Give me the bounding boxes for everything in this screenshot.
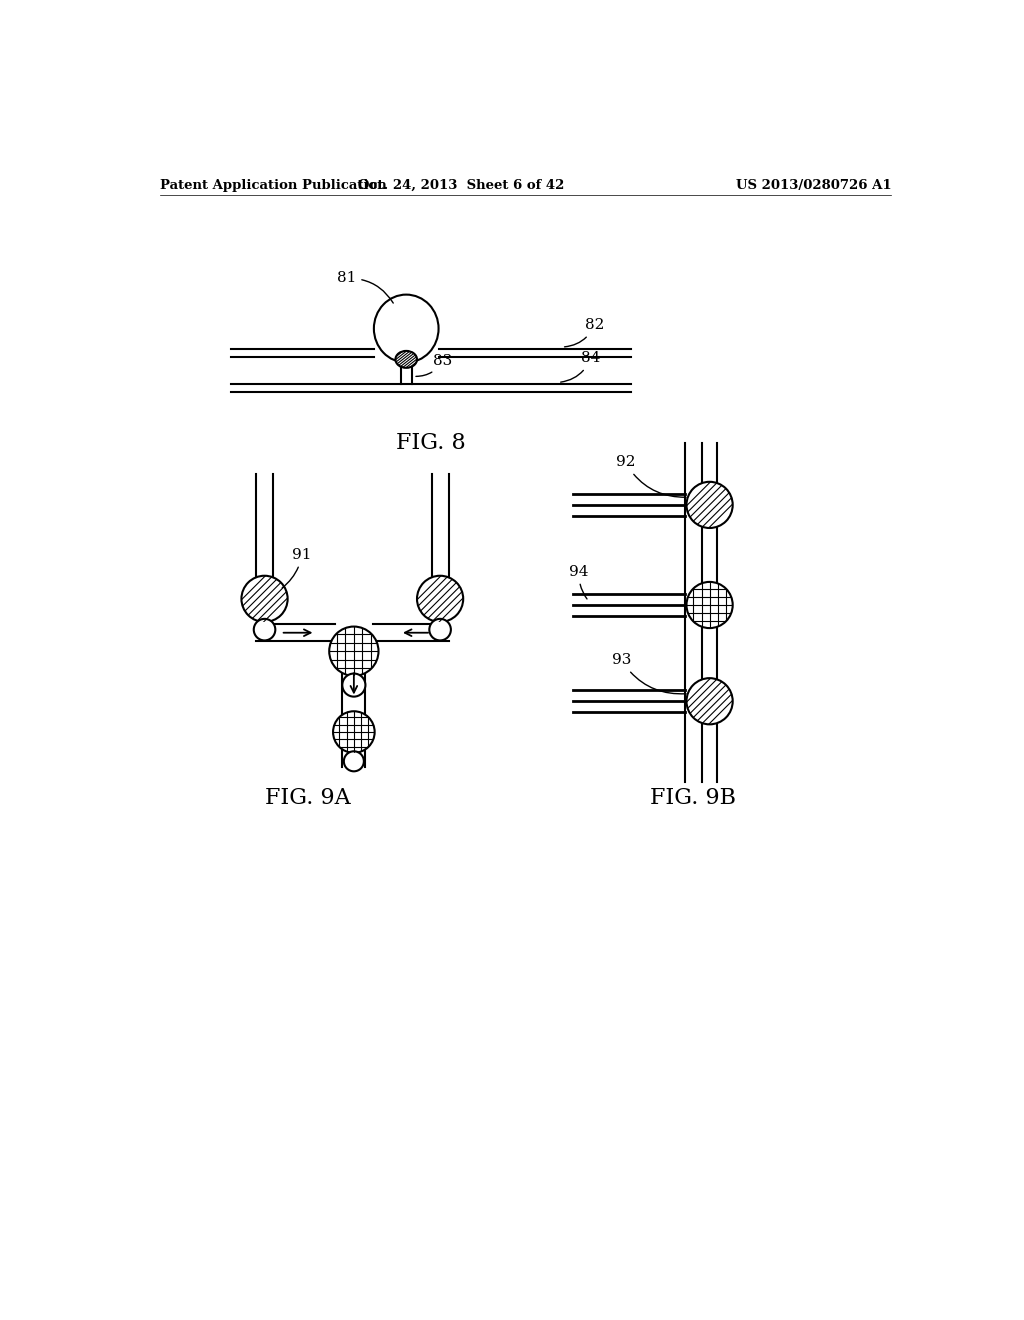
Text: FIG. 8: FIG. 8 (396, 433, 466, 454)
Ellipse shape (374, 294, 438, 363)
Text: 91: 91 (283, 548, 311, 587)
Circle shape (429, 619, 451, 640)
Ellipse shape (395, 351, 417, 368)
Circle shape (686, 678, 733, 725)
Text: 82: 82 (564, 318, 604, 347)
Text: 92: 92 (615, 455, 686, 498)
Circle shape (242, 576, 288, 622)
Text: 93: 93 (611, 653, 686, 694)
Circle shape (342, 673, 366, 697)
Text: 84: 84 (561, 351, 600, 383)
Circle shape (686, 482, 733, 528)
Text: FIG. 9B: FIG. 9B (649, 787, 735, 808)
Text: Oct. 24, 2013  Sheet 6 of 42: Oct. 24, 2013 Sheet 6 of 42 (358, 178, 565, 191)
Circle shape (417, 576, 463, 622)
Text: 83: 83 (416, 354, 453, 376)
Circle shape (686, 582, 733, 628)
Text: 81: 81 (337, 272, 393, 304)
Text: 94: 94 (569, 565, 589, 599)
Text: Patent Application Publication: Patent Application Publication (160, 178, 387, 191)
Circle shape (333, 711, 375, 752)
Text: US 2013/0280726 A1: US 2013/0280726 A1 (735, 178, 891, 191)
Text: FIG. 9A: FIG. 9A (265, 787, 350, 808)
Circle shape (330, 627, 379, 676)
Circle shape (254, 619, 275, 640)
Circle shape (344, 751, 364, 771)
